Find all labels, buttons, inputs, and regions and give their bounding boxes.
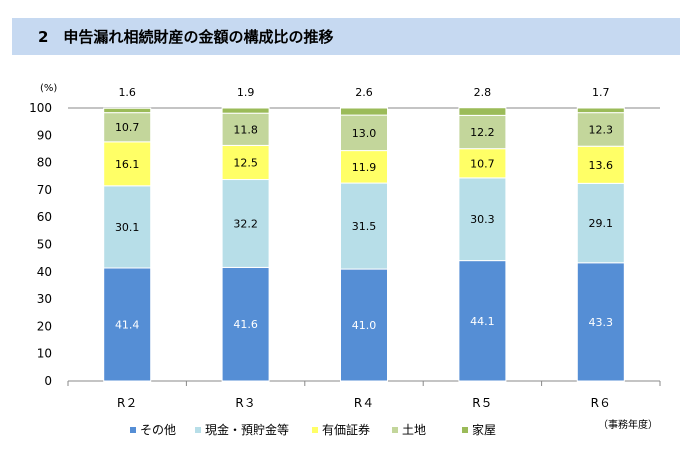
y-tick-label: 30 [37, 292, 52, 306]
data-label: 2.6 [355, 86, 373, 99]
data-label: 13.6 [589, 159, 614, 172]
bar-segment [458, 148, 507, 179]
bar-segment [458, 177, 507, 262]
x-tick-label: R２ [117, 396, 137, 410]
data-label: 41.6 [233, 318, 258, 331]
data-label: 2.8 [474, 86, 492, 99]
data-label: 11.9 [352, 161, 377, 174]
y-tick-label: 100 [29, 101, 52, 115]
data-label: 30.3 [470, 213, 495, 226]
data-label: 10.7 [470, 157, 495, 170]
data-label: 12.5 [233, 156, 258, 169]
data-label: 12.3 [589, 123, 614, 136]
legend-label: 土地 [402, 423, 426, 437]
y-tick-label: 70 [37, 183, 52, 197]
y-tick-label: 20 [37, 319, 52, 333]
legend-label: 現金・預貯金等 [205, 422, 289, 437]
y-tick-label: 10 [37, 347, 52, 361]
bar-segment [576, 145, 625, 184]
bar-segment [576, 262, 625, 382]
legend-label: その他 [140, 423, 176, 437]
page-title: 2 申告漏れ相続財産の金額の構成比の推移 [38, 28, 334, 46]
bar-segment [221, 107, 270, 114]
y-tick-label: 80 [37, 156, 52, 170]
bar-segment [340, 182, 388, 270]
data-label: 43.3 [589, 316, 614, 329]
bar-segment [458, 260, 507, 382]
bar-segment [576, 107, 625, 114]
bar-segment [340, 107, 388, 116]
x-tick-label: R５ [472, 396, 492, 410]
data-label: 1.9 [237, 86, 255, 99]
x-tick-label: R４ [354, 396, 374, 410]
y-axis-unit-label: (%) [40, 83, 57, 94]
legend-swatch [195, 427, 201, 433]
bar-segment [458, 107, 507, 116]
data-label: 11.8 [233, 123, 258, 136]
title-bar: 2 申告漏れ相続財産の金額の構成比の推移 [12, 18, 680, 55]
data-label: 41.4 [115, 318, 140, 331]
bar-segment [103, 267, 152, 382]
y-tick-label: 60 [37, 210, 52, 224]
x-axis-unit-label: （事務年度） [598, 418, 658, 431]
bar-segment [221, 144, 270, 181]
legend-swatch [312, 427, 318, 433]
data-label: 1.7 [592, 86, 610, 99]
data-label: 12.2 [470, 126, 495, 139]
legend-label: 家屋 [472, 422, 496, 437]
data-label: 30.1 [115, 221, 140, 234]
y-tick-label: 90 [37, 128, 52, 142]
legend-swatch [462, 427, 468, 433]
bar-segment [340, 150, 388, 184]
x-tick-label: R６ [591, 396, 611, 410]
data-label: 1.6 [118, 86, 136, 99]
y-tick-label: 40 [37, 265, 52, 279]
data-label: 16.1 [115, 158, 140, 171]
legend-label: 有価証券 [322, 422, 370, 437]
data-label: 29.1 [589, 217, 614, 230]
bar-segment [458, 114, 507, 150]
y-tick-label: 0 [44, 374, 52, 388]
bar-segment [576, 112, 625, 147]
data-label: 32.2 [233, 217, 258, 230]
bar-segment [103, 185, 152, 269]
bar-segment [103, 107, 152, 114]
data-label: 44.1 [470, 315, 495, 328]
bar-segment [340, 268, 388, 382]
bar-segment [221, 179, 270, 268]
data-label: 10.7 [115, 121, 140, 134]
bar-segment [103, 112, 152, 143]
bar-segment [103, 141, 152, 187]
legend-swatch [130, 427, 136, 433]
legend-swatch [392, 427, 398, 433]
bar-segment [576, 182, 625, 264]
y-tick-label: 50 [37, 238, 52, 252]
data-label: 31.5 [352, 220, 377, 233]
bar-segment [221, 266, 270, 382]
data-label: 41.0 [352, 319, 377, 332]
x-tick-label: R３ [235, 396, 255, 410]
data-label: 13.0 [352, 127, 377, 140]
